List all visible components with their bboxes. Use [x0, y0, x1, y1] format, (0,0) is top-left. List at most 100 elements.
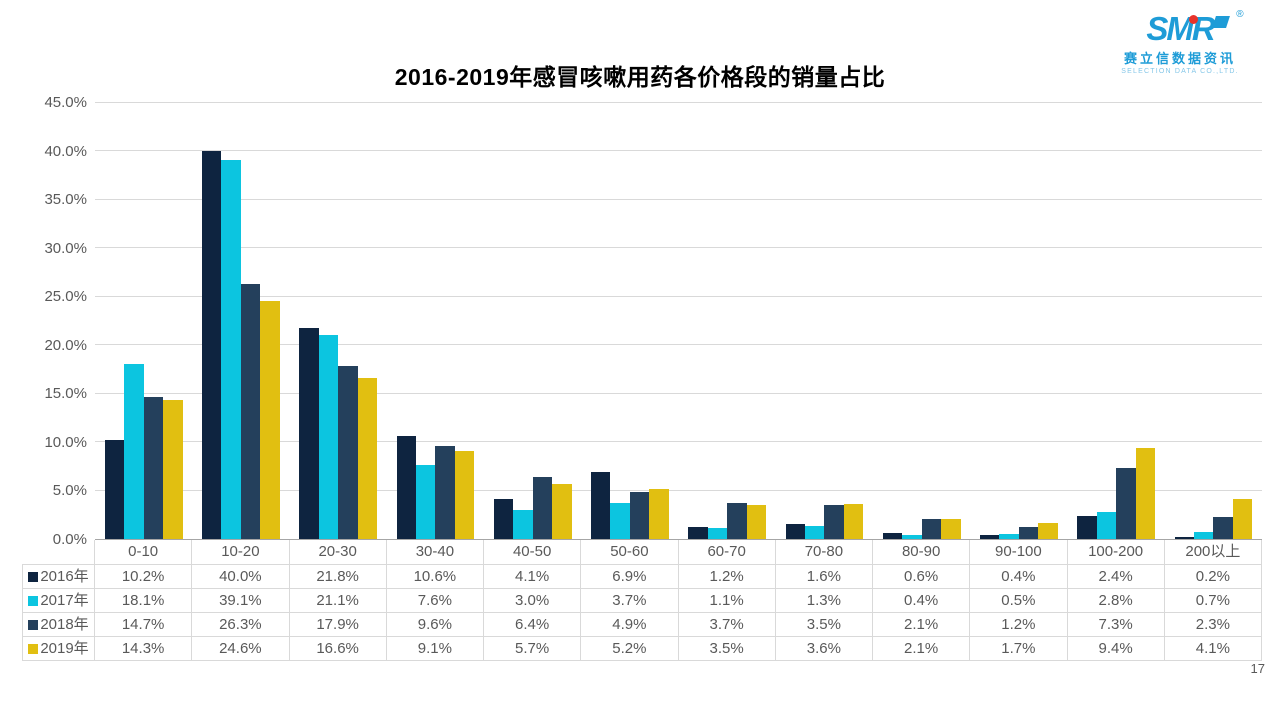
bar-2017年-70-80 [804, 526, 825, 539]
category-header-cell: 30-40 [386, 540, 484, 565]
category-header-cell: 80-90 [873, 540, 971, 565]
legend-swatch-icon [28, 571, 39, 582]
value-cell: 0.7% [1164, 589, 1262, 613]
legend-cell-2019年: 2019年 [22, 637, 95, 661]
logo-wedge-icon [1211, 16, 1230, 28]
gridline [95, 344, 1262, 346]
value-cell: 0.6% [873, 565, 971, 589]
value-cell: 1.2% [678, 565, 776, 589]
y-tick-label: 15.0% [44, 385, 87, 403]
value-cell: 4.1% [484, 565, 582, 589]
category-header-cell: 70-80 [775, 540, 873, 565]
value-cell: 10.2% [95, 565, 193, 589]
logo-red-dot-icon [1188, 15, 1198, 24]
value-cell: 18.1% [95, 589, 193, 613]
value-cell: 0.5% [970, 589, 1068, 613]
bar-2019年-80-90 [941, 518, 961, 539]
bar-2018年-20-30 [338, 365, 358, 539]
bar-group-200以上 [1165, 103, 1262, 539]
value-cell: 1.3% [775, 589, 873, 613]
y-tick-label: 45.0% [44, 94, 87, 111]
bar-2019年-10-20 [260, 300, 280, 539]
value-cell: 1.7% [970, 637, 1068, 661]
legend-cell-2017年: 2017年 [22, 589, 95, 613]
bar-2019年-70-80 [843, 504, 864, 539]
value-cell: 2.3% [1164, 613, 1262, 637]
bar-2016年-60-70 [688, 527, 708, 539]
bar-2017年-30-40 [415, 465, 436, 539]
value-cell: 1.6% [775, 565, 873, 589]
plot-area [95, 102, 1262, 540]
value-cell: 3.6% [775, 637, 873, 661]
bar-2017年-90-100 [999, 534, 1019, 539]
bar-2019年-50-60 [649, 488, 669, 539]
bar-2019年-30-40 [454, 450, 475, 539]
value-cell: 39.1% [192, 589, 290, 613]
value-cell: 7.3% [1067, 613, 1165, 637]
value-cell: 9.1% [386, 637, 484, 661]
logo-mark: SMR ® [1146, 10, 1243, 48]
category-header-cell: 20-30 [289, 540, 387, 565]
value-cell: 17.9% [289, 613, 387, 637]
bar-2016年-10-20 [202, 151, 222, 539]
value-cell: 7.6% [386, 589, 484, 613]
page-number: 17 [1250, 661, 1265, 676]
bar-2018年-50-60 [629, 491, 650, 539]
legend-label: 2018年 [40, 616, 89, 633]
value-cell: 3.5% [678, 637, 776, 661]
y-tick-label: 0.0% [52, 531, 87, 548]
y-tick-label: 10.0% [44, 433, 87, 451]
value-cell: 4.9% [581, 613, 679, 637]
value-cell: 4.1% [1164, 637, 1262, 661]
bar-2018年-30-40 [435, 446, 455, 539]
y-tick-label: 5.0% [52, 482, 87, 500]
legend-cell-2016年: 2016年 [22, 565, 95, 589]
value-cell: 9.4% [1067, 637, 1165, 661]
bar-2018年-70-80 [824, 505, 844, 539]
bar-2019年-90-100 [1038, 522, 1058, 539]
value-cell: 0.4% [873, 589, 971, 613]
value-cell: 1.2% [970, 613, 1068, 637]
y-tick-label: 40.0% [44, 142, 87, 160]
bar-group-60-70 [679, 103, 776, 539]
value-cell: 14.7% [95, 613, 193, 637]
bar-2018年-200以上 [1213, 516, 1233, 539]
bar-2019年-100-200 [1135, 447, 1155, 539]
bar-2018年-90-100 [1018, 527, 1039, 539]
gridline [95, 102, 1262, 103]
bar-group-100-200 [1068, 103, 1165, 539]
value-cell: 6.9% [581, 565, 679, 589]
value-cell: 2.4% [1067, 565, 1165, 589]
value-cell: 26.3% [192, 613, 290, 637]
logo-brand-text: SMR [1146, 10, 1215, 47]
value-cell: 21.1% [289, 589, 387, 613]
gridline [95, 247, 1262, 249]
bar-2016年-0-10 [104, 440, 125, 539]
bar-group-80-90 [873, 103, 970, 539]
value-cell: 21.8% [289, 565, 387, 589]
value-cell: 40.0% [192, 565, 290, 589]
bar-2019年-40-50 [552, 483, 572, 539]
category-header-cell: 100-200 [1067, 540, 1165, 565]
value-cell: 1.1% [678, 589, 776, 613]
bar-2017年-20-30 [318, 334, 339, 539]
bar-2018年-60-70 [727, 503, 747, 539]
legend-label: 2016年 [40, 568, 89, 585]
bar-2016年-100-200 [1077, 515, 1097, 539]
y-tick-label: 35.0% [44, 191, 87, 209]
bar-2016年-30-40 [396, 436, 416, 539]
legend-cell-2018年: 2018年 [22, 613, 95, 637]
legend-swatch-icon [28, 643, 39, 654]
gridline [95, 441, 1262, 443]
y-tick-label: 20.0% [44, 336, 87, 354]
value-cell: 5.7% [484, 637, 582, 661]
bar-2019年-200以上 [1232, 499, 1253, 539]
chart-title: 2016-2019年感冒咳嗽用药各价格段的销量占比 [394, 64, 886, 90]
bar-2017年-60-70 [707, 528, 728, 539]
y-axis-labels: 0.0% 5.0% 10.0% 15.0% 20.0% 25.0% 30.0% 35.0% 40… [0, 94, 87, 548]
logo-company-name-en: SELECTION DATA CO.,LTD. [1121, 68, 1239, 75]
bar-group-70-80 [776, 103, 873, 539]
bar-2016年-200以上 [1174, 537, 1194, 539]
value-cell: 2.1% [873, 637, 971, 661]
bar-group-40-50 [484, 103, 581, 539]
